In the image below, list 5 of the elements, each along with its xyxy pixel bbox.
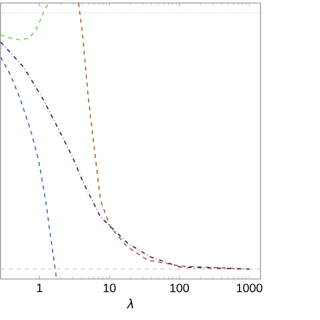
x-axis-title: λ <box>126 298 134 308</box>
x-tick-label: 100 <box>170 284 189 292</box>
x-tick-label: 1 <box>37 284 42 292</box>
x-tick-label: 10 <box>104 284 116 292</box>
x-tick-label: 1000 <box>236 284 262 292</box>
